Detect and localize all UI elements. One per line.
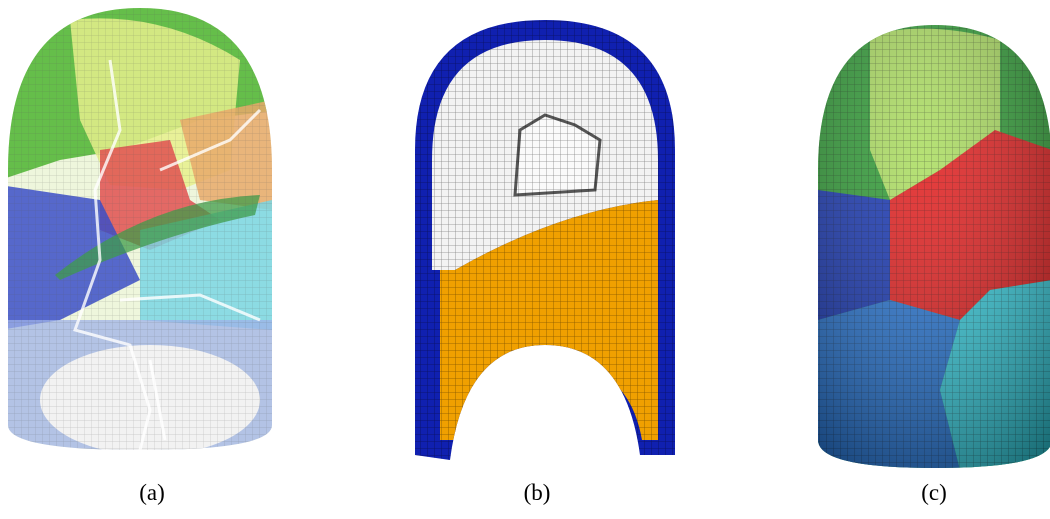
panel-c-render — [810, 20, 1050, 480]
panel-label: (c) — [921, 480, 947, 505]
panel-b-render — [405, 10, 685, 470]
panel-label: (b) — [524, 480, 551, 505]
panel-label: (a) — [139, 480, 165, 505]
figure: (a) (b) (c) — [0, 0, 1050, 519]
panel-a-render — [0, 0, 280, 460]
